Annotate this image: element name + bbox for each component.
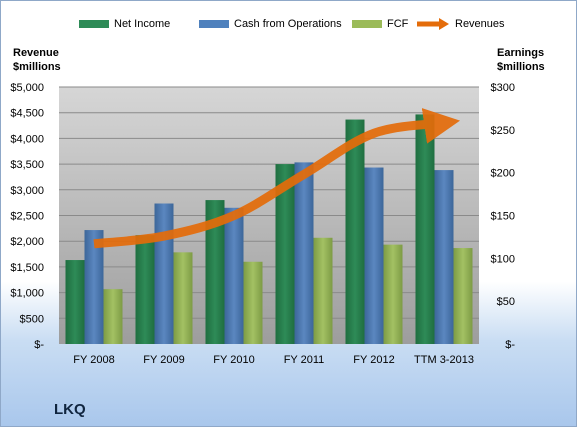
legend-label-fcf: FCF [387, 18, 408, 30]
right-tick-label: $50 [497, 296, 515, 308]
bar-fcf [384, 245, 403, 344]
x-axis: FY 2008 FY 2009 FY 2010 FY 2011 FY 2012 TTM 3… [73, 354, 474, 366]
right-axis-title-line2: $millions [497, 60, 545, 74]
legend-cash-from-operations: Cash from Operations [199, 16, 342, 32]
x-tick-label: TTM 3-2013 [414, 354, 474, 366]
left-tick-label: $4,500 [10, 108, 44, 120]
bar-cash-from-operations [435, 170, 454, 344]
right-axis-title: Earnings $millions [497, 46, 545, 74]
bar-fcf [314, 238, 333, 344]
left-tick-label: $5,000 [10, 82, 44, 94]
legend-label-cash-from-operations: Cash from Operations [234, 18, 342, 30]
legend-label-revenues: Revenues [455, 18, 505, 30]
bar-cash-from-operations [295, 162, 314, 344]
right-tick-label: $- [505, 339, 515, 351]
left-axis-title: Revenue $millions [13, 46, 61, 74]
x-tick-label: FY 2008 [73, 354, 114, 366]
left-axis: $- $500 $1,000 $1,500 $2,000 $2,500 $3,000 $3,5… [10, 82, 44, 351]
bar-net-income [136, 235, 155, 344]
legend-swatch-cash-from-operations [199, 20, 229, 28]
bar-net-income [346, 120, 365, 344]
legend-swatch-net-income [79, 20, 109, 28]
bar-net-income [66, 260, 85, 344]
right-tick-label: $200 [491, 168, 515, 180]
left-tick-label: $1,000 [10, 288, 44, 300]
bar-fcf [174, 252, 193, 344]
legend-arrow-icon [415, 18, 451, 30]
right-tick-label: $250 [491, 125, 515, 137]
bar-cash-from-operations [365, 168, 384, 344]
right-axis: $- $50 $100 $150 $200 $250 $300 [491, 82, 516, 351]
left-tick-label: $3,000 [10, 185, 44, 197]
left-tick-label: $1,500 [10, 262, 44, 274]
left-tick-label: $500 [20, 313, 44, 325]
bar-cash-from-operations [155, 204, 174, 344]
x-tick-label: FY 2011 [284, 354, 325, 366]
company-name: LKQ [54, 401, 86, 418]
left-axis-title-line2: $millions [13, 60, 61, 74]
left-tick-label: $2,500 [10, 211, 44, 223]
left-tick-label: $3,500 [10, 159, 44, 171]
bar-net-income [416, 114, 435, 344]
right-tick-label: $100 [491, 253, 515, 265]
left-tick-label: $- [34, 339, 44, 351]
legend-swatch-fcf [352, 20, 382, 28]
legend-net-income: Net Income [79, 16, 170, 32]
legend-label-net-income: Net Income [114, 18, 170, 30]
right-tick-label: $300 [491, 82, 515, 94]
x-tick-label: FY 2009 [143, 354, 184, 366]
bar-cash-from-operations [225, 208, 244, 344]
bar-fcf [244, 262, 263, 344]
bar-fcf [454, 248, 473, 344]
right-tick-label: $150 [491, 211, 515, 223]
right-axis-title-line1: Earnings [497, 46, 545, 60]
bar-fcf [104, 289, 123, 344]
left-tick-label: $4,000 [10, 133, 44, 145]
left-axis-title-line1: Revenue [13, 46, 61, 60]
x-tick-label: FY 2010 [213, 354, 254, 366]
left-tick-label: $2,000 [10, 236, 44, 248]
legend-fcf: FCF [352, 16, 408, 32]
legend-revenues: Revenues [415, 16, 505, 32]
x-tick-label: FY 2012 [353, 354, 394, 366]
